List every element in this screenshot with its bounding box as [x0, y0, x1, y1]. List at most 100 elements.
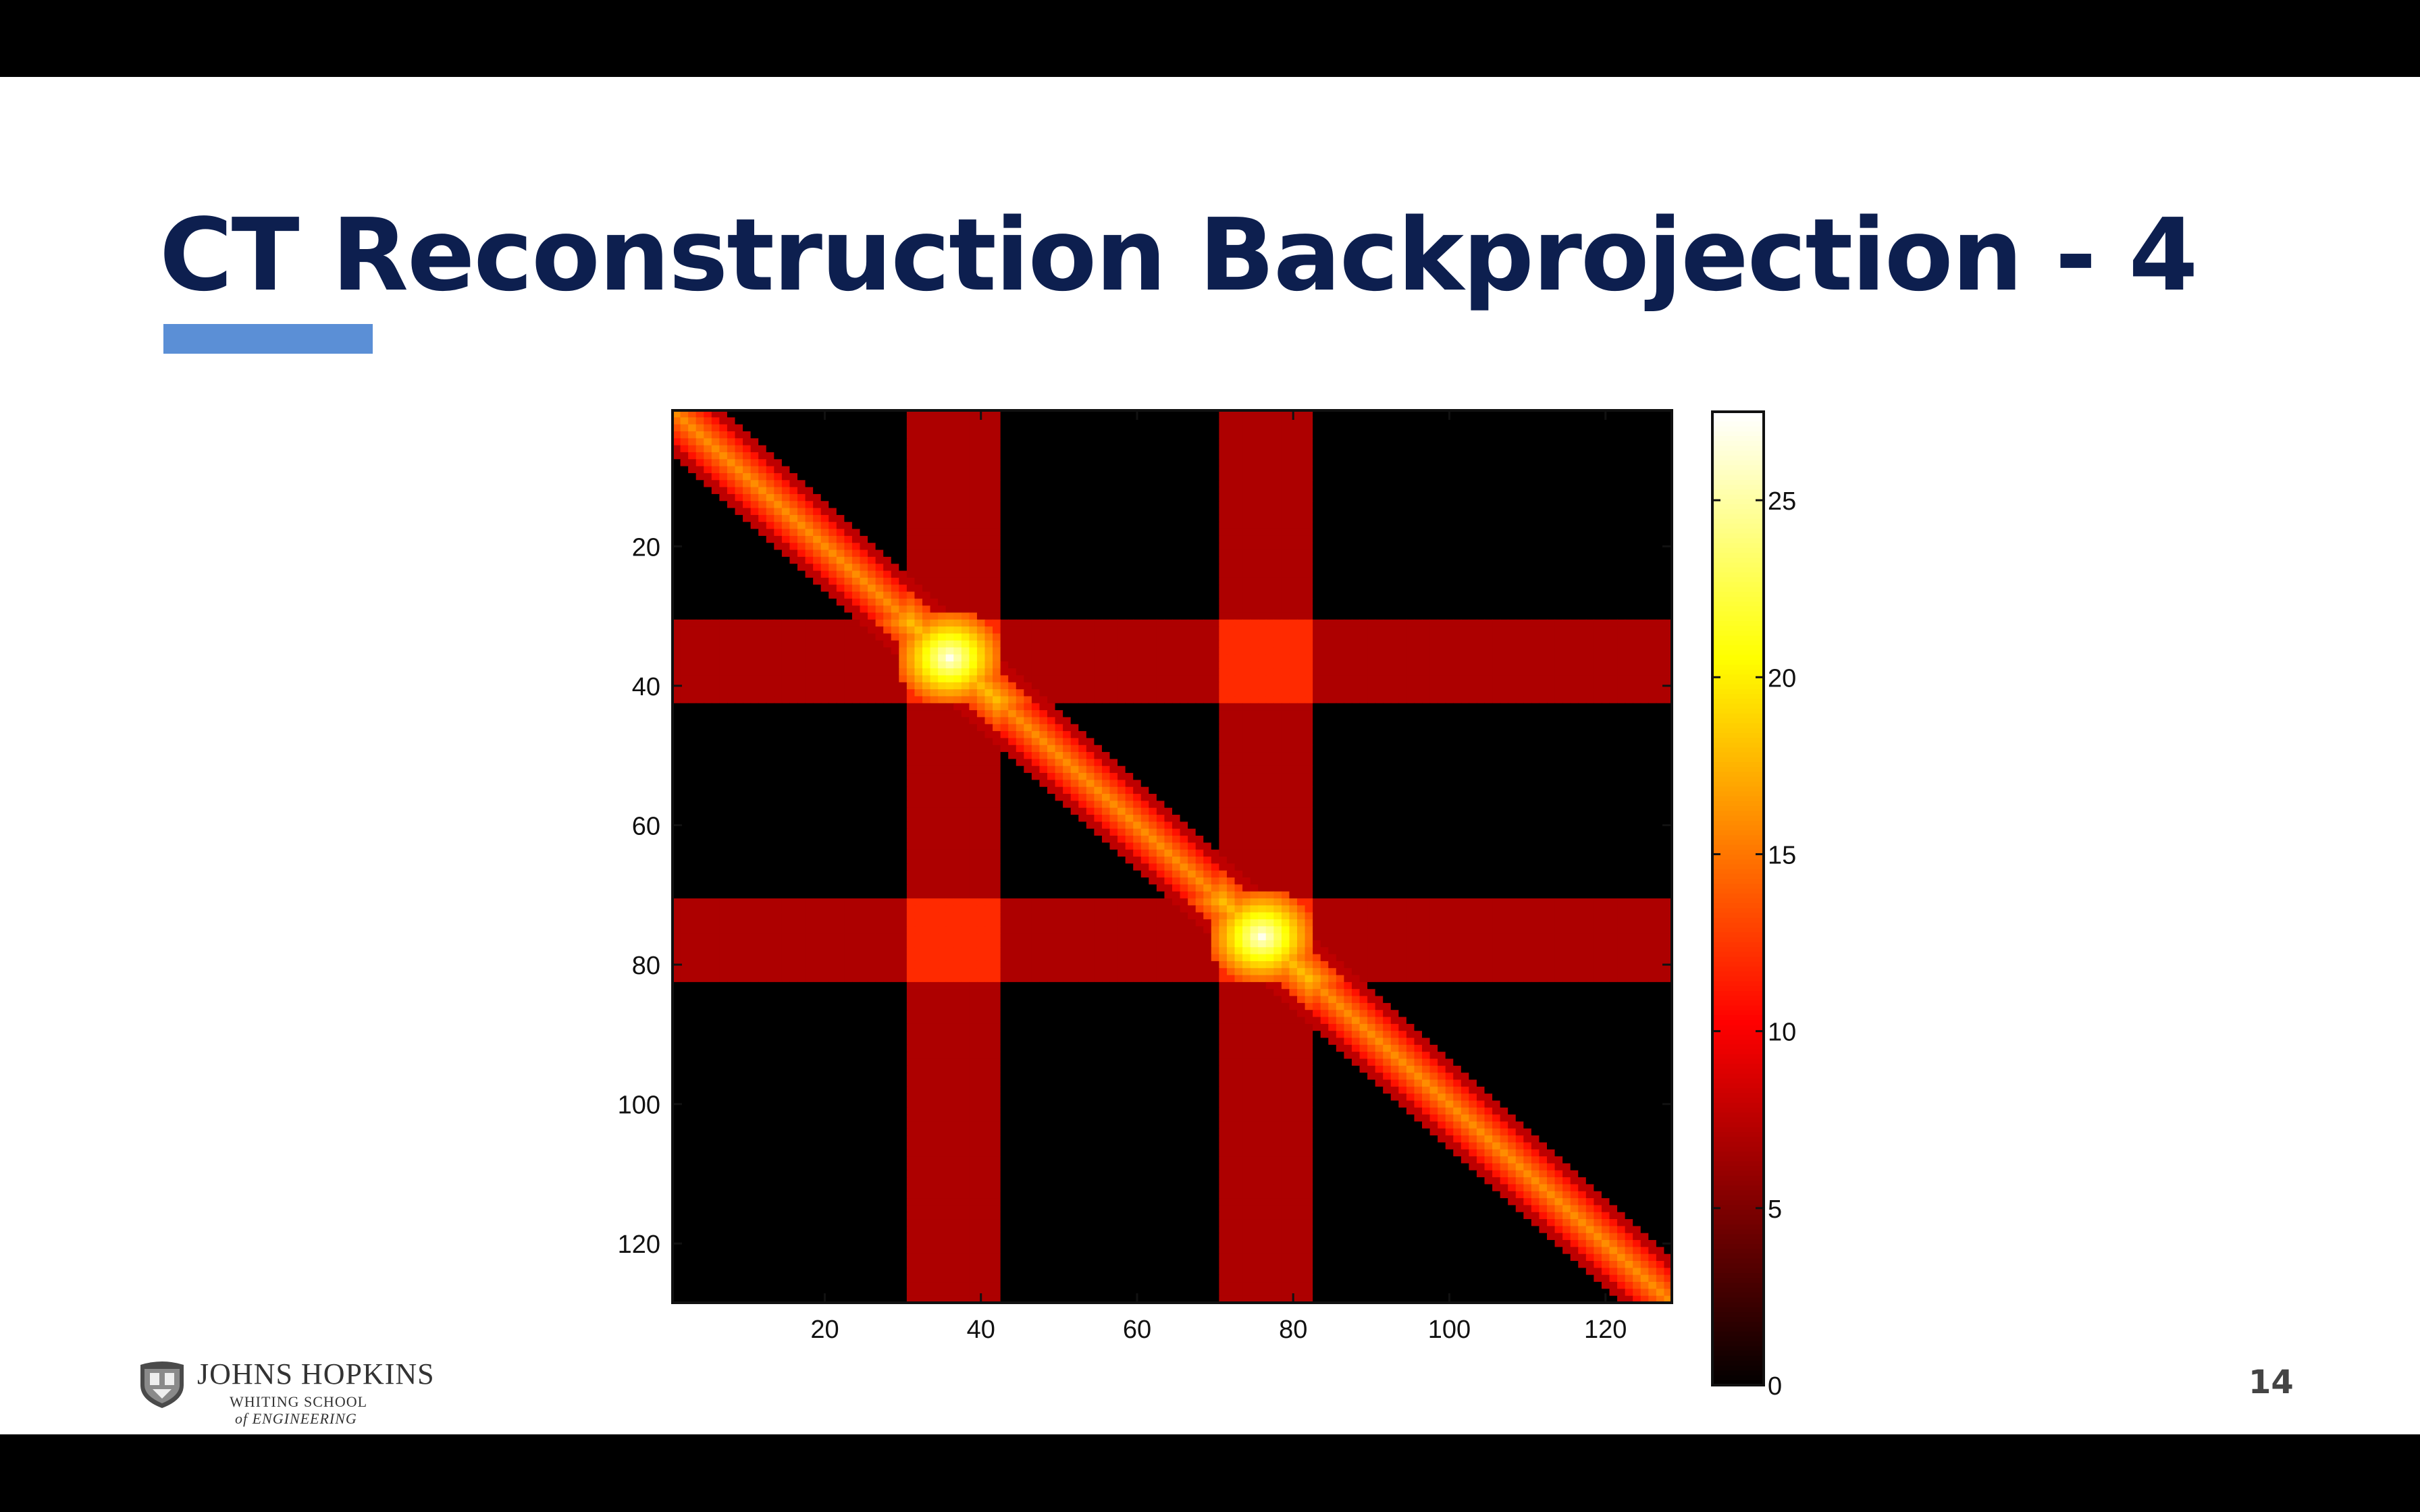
heatmap-cell: [1336, 543, 1344, 551]
heatmap-cell: [1234, 452, 1243, 460]
heatmap-cell: [711, 445, 720, 453]
heatmap-cell: [1476, 619, 1485, 627]
heatmap-cell: [1656, 549, 1665, 558]
heatmap-cell: [774, 438, 783, 446]
heatmap-cell: [1633, 556, 1641, 564]
heatmap-cell: [868, 585, 876, 593]
heatmap-cell: [1281, 452, 1290, 460]
heatmap-cell: [1258, 556, 1267, 564]
heatmap-cell: [1585, 626, 1594, 634]
heatmap-cell: [1031, 591, 1041, 599]
heatmap-cell: [1594, 452, 1602, 460]
heatmap-cell: [984, 417, 993, 425]
heatmap-cell: [1539, 605, 1548, 614]
heatmap-cell: [993, 438, 1001, 446]
heatmap-cell: [1219, 668, 1228, 676]
heatmap-cell: [1515, 668, 1524, 676]
heatmap-cell: [1297, 487, 1306, 495]
heatmap-cell: [805, 424, 814, 432]
heatmap-cell: [1055, 535, 1063, 543]
heatmap-cell: [1273, 522, 1282, 530]
heatmap-cell: [1078, 501, 1087, 509]
heatmap-cell: [1422, 445, 1431, 453]
heatmap-cell: [860, 417, 868, 425]
heatmap-cell: [735, 543, 743, 551]
heatmap-cell: [1063, 543, 1072, 551]
heatmap-cell: [1070, 438, 1079, 446]
heatmap-cell: [1133, 452, 1142, 460]
heatmap-cell: [1406, 605, 1415, 614]
heatmap-cell: [789, 640, 798, 648]
heatmap-cell: [1492, 529, 1501, 537]
heatmap-cell: [1500, 619, 1508, 627]
heatmap-cell: [1172, 466, 1181, 474]
heatmap-cell: [1297, 598, 1306, 606]
heatmap-cell: [1234, 514, 1243, 522]
heatmap-cell: [1305, 438, 1313, 446]
heatmap-cell: [1383, 410, 1392, 418]
heatmap-cell: [688, 640, 697, 648]
heatmap-cell: [930, 577, 939, 585]
heatmap-cell: [1234, 529, 1243, 537]
heatmap-cell: [727, 522, 736, 530]
heatmap-cell: [680, 543, 689, 551]
heatmap-cell: [969, 431, 978, 439]
heatmap-cell: [1234, 661, 1243, 669]
heatmap-cell: [1523, 417, 1532, 425]
heatmap-cell: [976, 493, 986, 502]
heatmap-cell: [1438, 501, 1446, 509]
heatmap-cell: [1617, 431, 1626, 439]
heatmap-cell: [1515, 410, 1524, 418]
heatmap-cell: [851, 647, 861, 655]
heatmap-cell: [945, 501, 954, 509]
heatmap-cell: [1469, 570, 1477, 578]
heatmap-cell: [1625, 459, 1633, 467]
heatmap-cell: [1625, 473, 1633, 481]
heatmap-cell: [976, 633, 986, 641]
heatmap-cell: [844, 564, 853, 572]
heatmap-cell: [1594, 501, 1602, 509]
heatmap-cell: [1547, 585, 1556, 593]
heatmap-cell: [1101, 480, 1111, 488]
heatmap-cell: [1172, 556, 1181, 564]
heatmap-cell: [1273, 508, 1282, 516]
heatmap-cell: [1500, 577, 1508, 585]
heatmap-cell: [1226, 487, 1236, 495]
heatmap-cell: [1078, 619, 1087, 627]
heatmap-cell: [680, 417, 689, 425]
heatmap-cell: [1640, 410, 1649, 418]
heatmap-cell: [1523, 577, 1532, 585]
heatmap-cell: [1156, 626, 1165, 634]
heatmap-cell: [976, 473, 986, 481]
heatmap-cell: [1297, 633, 1306, 641]
heatmap-cell: [1016, 473, 1024, 481]
heatmap-cell: [1164, 508, 1173, 516]
heatmap-cell: [1664, 535, 1673, 543]
heatmap-cell: [953, 577, 962, 585]
heatmap-cell: [883, 431, 892, 439]
heatmap-cell: [673, 605, 681, 614]
heatmap-cell: [1101, 459, 1111, 467]
heatmap-cell: [1281, 564, 1290, 572]
heatmap-cell: [945, 647, 954, 655]
heatmap-cell: [976, 661, 986, 669]
heatmap-cell: [1117, 591, 1126, 599]
heatmap-cell: [1188, 647, 1196, 655]
heatmap-cell: [883, 647, 892, 655]
heatmap-cell: [969, 529, 978, 537]
heatmap-cell: [1601, 493, 1610, 502]
heatmap-cell: [1164, 647, 1173, 655]
heatmap-cell: [1086, 473, 1095, 481]
heatmap-cell: [922, 612, 931, 620]
heatmap-cell: [1117, 459, 1126, 467]
heatmap-cell: [1156, 493, 1165, 502]
heatmap-cell: [914, 529, 923, 537]
heatmap-cell: [1211, 585, 1219, 593]
heatmap-cell: [680, 438, 689, 446]
heatmap-cell: [953, 612, 962, 620]
heatmap-cell: [1461, 564, 1469, 572]
heatmap-cell: [1562, 549, 1571, 558]
heatmap-cell: [1594, 549, 1602, 558]
heatmap-cell: [727, 410, 736, 418]
heatmap-cell: [945, 626, 954, 634]
